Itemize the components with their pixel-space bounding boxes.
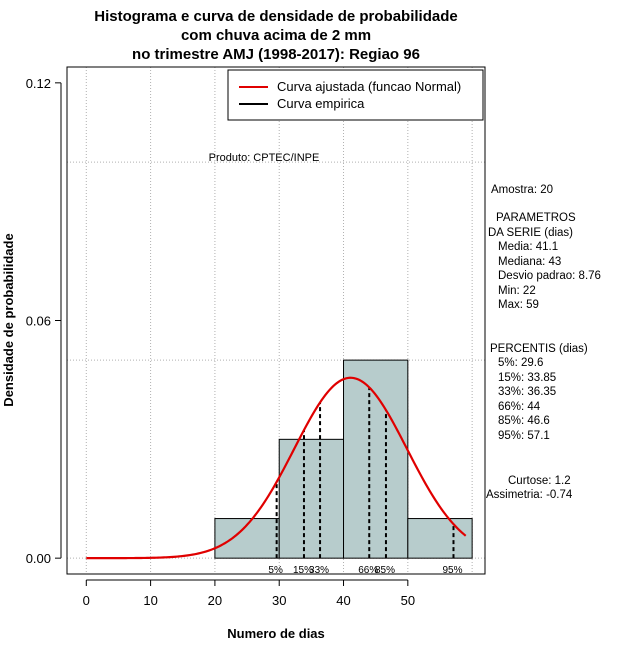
y-axis-title: Densidade de probabilidade [1, 233, 16, 406]
stat-amostra: Amostra: 20 [491, 184, 553, 196]
stat-media: Media: 41.1 [498, 241, 558, 253]
stat-p85: 85%: 46.6 [498, 415, 550, 427]
x-tick-label: 30 [272, 593, 286, 608]
histogram-bars [214, 359, 473, 559]
stat-p5: 5%: 29.6 [498, 357, 543, 369]
stat-p95: 95%: 57.1 [498, 430, 550, 442]
percentile-label: 85% [375, 565, 395, 576]
normal-curve [86, 376, 467, 560]
x-tick-label: 20 [208, 593, 222, 608]
stats-panel: Amostra: 20 PARAMETROS DA SERIE (dias) M… [486, 184, 601, 501]
stat-mediana: Mediana: 43 [498, 256, 561, 268]
curve-layer [86, 376, 467, 560]
producer-label: Produto: CPTEC/INPE [209, 152, 320, 164]
chart-title-line-2: com chuva acima de 2 mm [181, 27, 371, 44]
histogram-bar [343, 359, 409, 559]
x-tick-label: 50 [401, 593, 415, 608]
legend-label-empirical: Curva empirica [277, 96, 365, 111]
legend: Curva ajustada (funcao Normal) Curva emp… [227, 69, 484, 121]
legend-label-fitted: Curva ajustada (funcao Normal) [277, 79, 461, 94]
percentile-label: 66% [358, 565, 378, 576]
stat-serie-heading: DA SERIE (dias) [488, 227, 573, 239]
percentile-label: 95% [442, 565, 462, 576]
stat-assimetria: Assimetria: -0.74 [486, 489, 573, 501]
x-tick-label: 10 [143, 593, 157, 608]
plot-frame [66, 66, 486, 575]
stat-min: Min: 22 [498, 285, 536, 297]
histogram-bar [407, 518, 473, 559]
stat-percentis-heading: PERCENTIS (dias) [490, 343, 588, 355]
stat-p33: 33%: 36.35 [498, 386, 556, 398]
grid-layer [67, 67, 485, 574]
chart-title-line-1: Histograma e curva de densidade de proba… [94, 8, 457, 25]
percentile-label: 33% [309, 565, 329, 576]
stat-p66: 66%: 44 [498, 401, 541, 413]
axes-layer: 0 10 20 30 40 50 0.00 0.06 0.12 [26, 76, 415, 608]
percentile-lines: 5% 15%33% 66%85% 95% [268, 387, 463, 576]
chart-title-line-3: no trimestre AMJ (1998-2017): Regiao 96 [132, 46, 420, 63]
stat-p15: 15%: 33.85 [498, 372, 556, 384]
percentile-label: 5% [268, 565, 283, 576]
stat-desvio: Desvio padrao: 8.76 [498, 270, 601, 282]
stat-parametros-heading: PARAMETROS [496, 212, 576, 224]
y-tick-label: 0.00 [26, 551, 51, 566]
x-tick-label: 0 [83, 593, 90, 608]
stat-curtose: Curtose: 1.2 [508, 475, 571, 487]
x-axis-title: Numero de dias [227, 626, 325, 641]
x-tick-label: 40 [336, 593, 350, 608]
percentile-label: 15% [293, 565, 313, 576]
stat-max: Max: 59 [498, 299, 539, 311]
y-tick-label: 0.12 [26, 76, 51, 91]
y-tick-label: 0.06 [26, 314, 51, 329]
legend-box [227, 69, 484, 121]
